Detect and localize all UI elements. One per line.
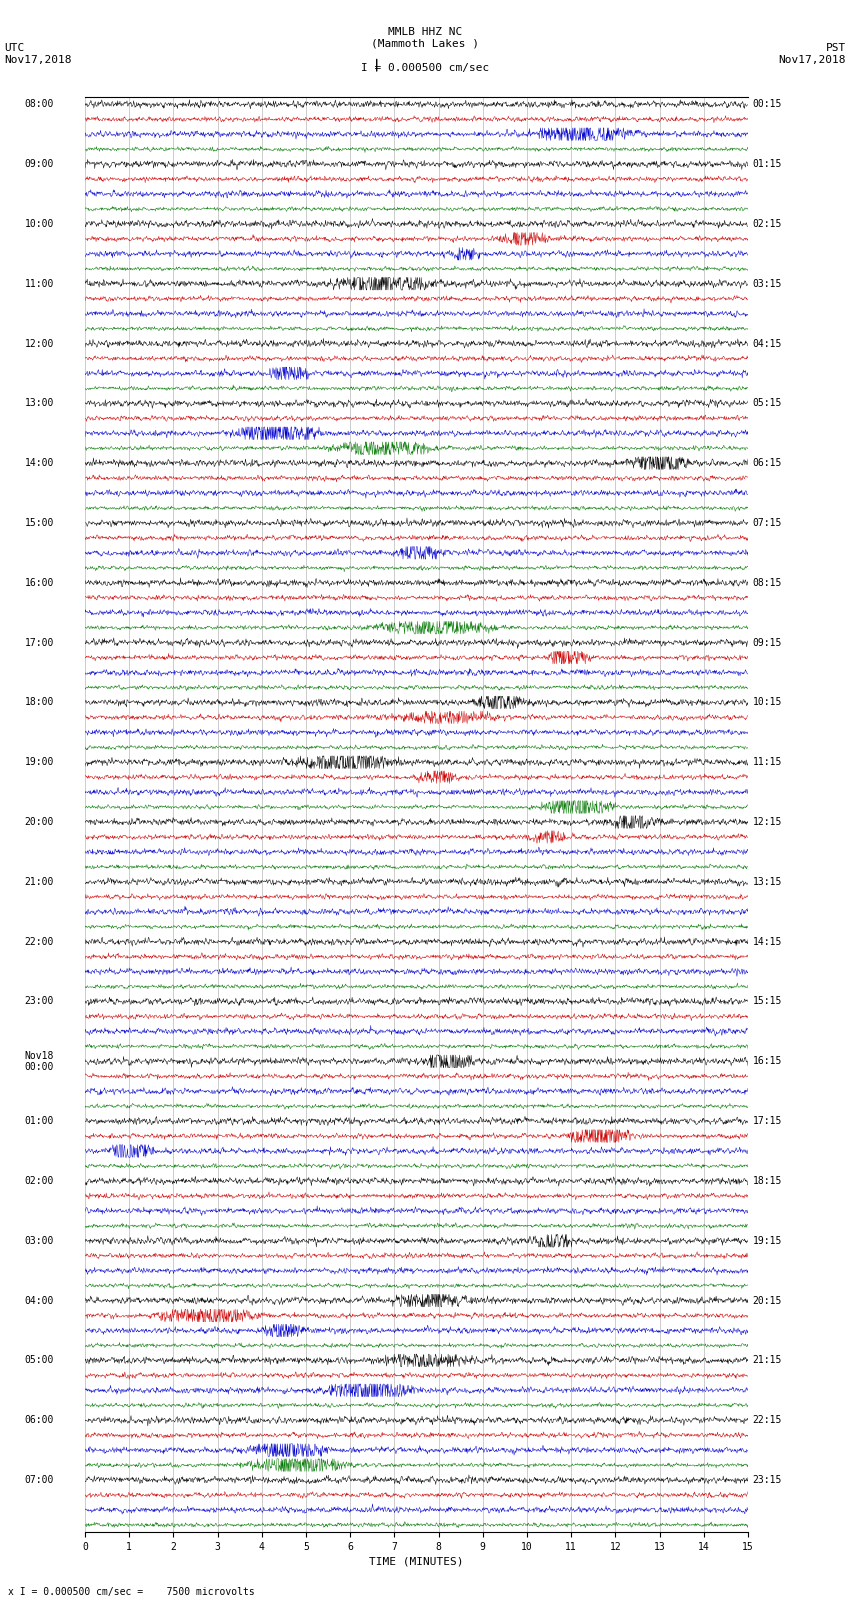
Text: 02:00: 02:00 (25, 1176, 54, 1186)
Text: 03:00: 03:00 (25, 1236, 54, 1245)
Text: 00:15: 00:15 (752, 100, 782, 110)
Text: 01:15: 01:15 (752, 160, 782, 169)
Text: x I = 0.000500 cm/sec =    7500 microvolts: x I = 0.000500 cm/sec = 7500 microvolts (8, 1587, 255, 1597)
Text: 15:15: 15:15 (752, 997, 782, 1007)
Text: 23:00: 23:00 (25, 997, 54, 1007)
Text: 23:15: 23:15 (752, 1474, 782, 1486)
Text: 04:15: 04:15 (752, 339, 782, 348)
Text: 01:00: 01:00 (25, 1116, 54, 1126)
Text: 16:00: 16:00 (25, 577, 54, 587)
Text: 10:15: 10:15 (752, 697, 782, 708)
Text: MMLB HHZ NC
(Mammoth Lakes ): MMLB HHZ NC (Mammoth Lakes ) (371, 27, 479, 48)
Text: 18:15: 18:15 (752, 1176, 782, 1186)
Text: 02:15: 02:15 (752, 219, 782, 229)
Text: 17:00: 17:00 (25, 637, 54, 647)
Text: 19:15: 19:15 (752, 1236, 782, 1245)
Text: 12:00: 12:00 (25, 339, 54, 348)
Text: 13:15: 13:15 (752, 877, 782, 887)
Text: 05:15: 05:15 (752, 398, 782, 408)
Text: 12:15: 12:15 (752, 818, 782, 827)
Text: 09:15: 09:15 (752, 637, 782, 647)
Text: 18:00: 18:00 (25, 697, 54, 708)
Text: 17:15: 17:15 (752, 1116, 782, 1126)
Text: 11:15: 11:15 (752, 756, 782, 768)
Text: 03:15: 03:15 (752, 279, 782, 289)
Text: 09:00: 09:00 (25, 160, 54, 169)
Text: 13:00: 13:00 (25, 398, 54, 408)
Text: 20:15: 20:15 (752, 1295, 782, 1305)
X-axis label: TIME (MINUTES): TIME (MINUTES) (369, 1557, 464, 1566)
Text: 22:15: 22:15 (752, 1415, 782, 1426)
Text: PST
Nov17,2018: PST Nov17,2018 (779, 44, 846, 65)
Text: 14:00: 14:00 (25, 458, 54, 468)
Text: 19:00: 19:00 (25, 756, 54, 768)
Text: Nov18
00:00: Nov18 00:00 (25, 1050, 54, 1073)
Text: 21:00: 21:00 (25, 877, 54, 887)
Text: 07:00: 07:00 (25, 1474, 54, 1486)
Text: 10:00: 10:00 (25, 219, 54, 229)
Text: 08:00: 08:00 (25, 100, 54, 110)
Text: 05:00: 05:00 (25, 1355, 54, 1365)
Text: 06:15: 06:15 (752, 458, 782, 468)
Text: 08:15: 08:15 (752, 577, 782, 587)
Text: 04:00: 04:00 (25, 1295, 54, 1305)
Text: 20:00: 20:00 (25, 818, 54, 827)
Text: 11:00: 11:00 (25, 279, 54, 289)
Text: 21:15: 21:15 (752, 1355, 782, 1365)
Text: 06:00: 06:00 (25, 1415, 54, 1426)
Text: 07:15: 07:15 (752, 518, 782, 527)
Text: 14:15: 14:15 (752, 937, 782, 947)
Text: UTC
Nov17,2018: UTC Nov17,2018 (4, 44, 71, 65)
Text: 22:00: 22:00 (25, 937, 54, 947)
Text: 16:15: 16:15 (752, 1057, 782, 1066)
Text: 15:00: 15:00 (25, 518, 54, 527)
Text: I = 0.000500 cm/sec: I = 0.000500 cm/sec (361, 63, 489, 73)
